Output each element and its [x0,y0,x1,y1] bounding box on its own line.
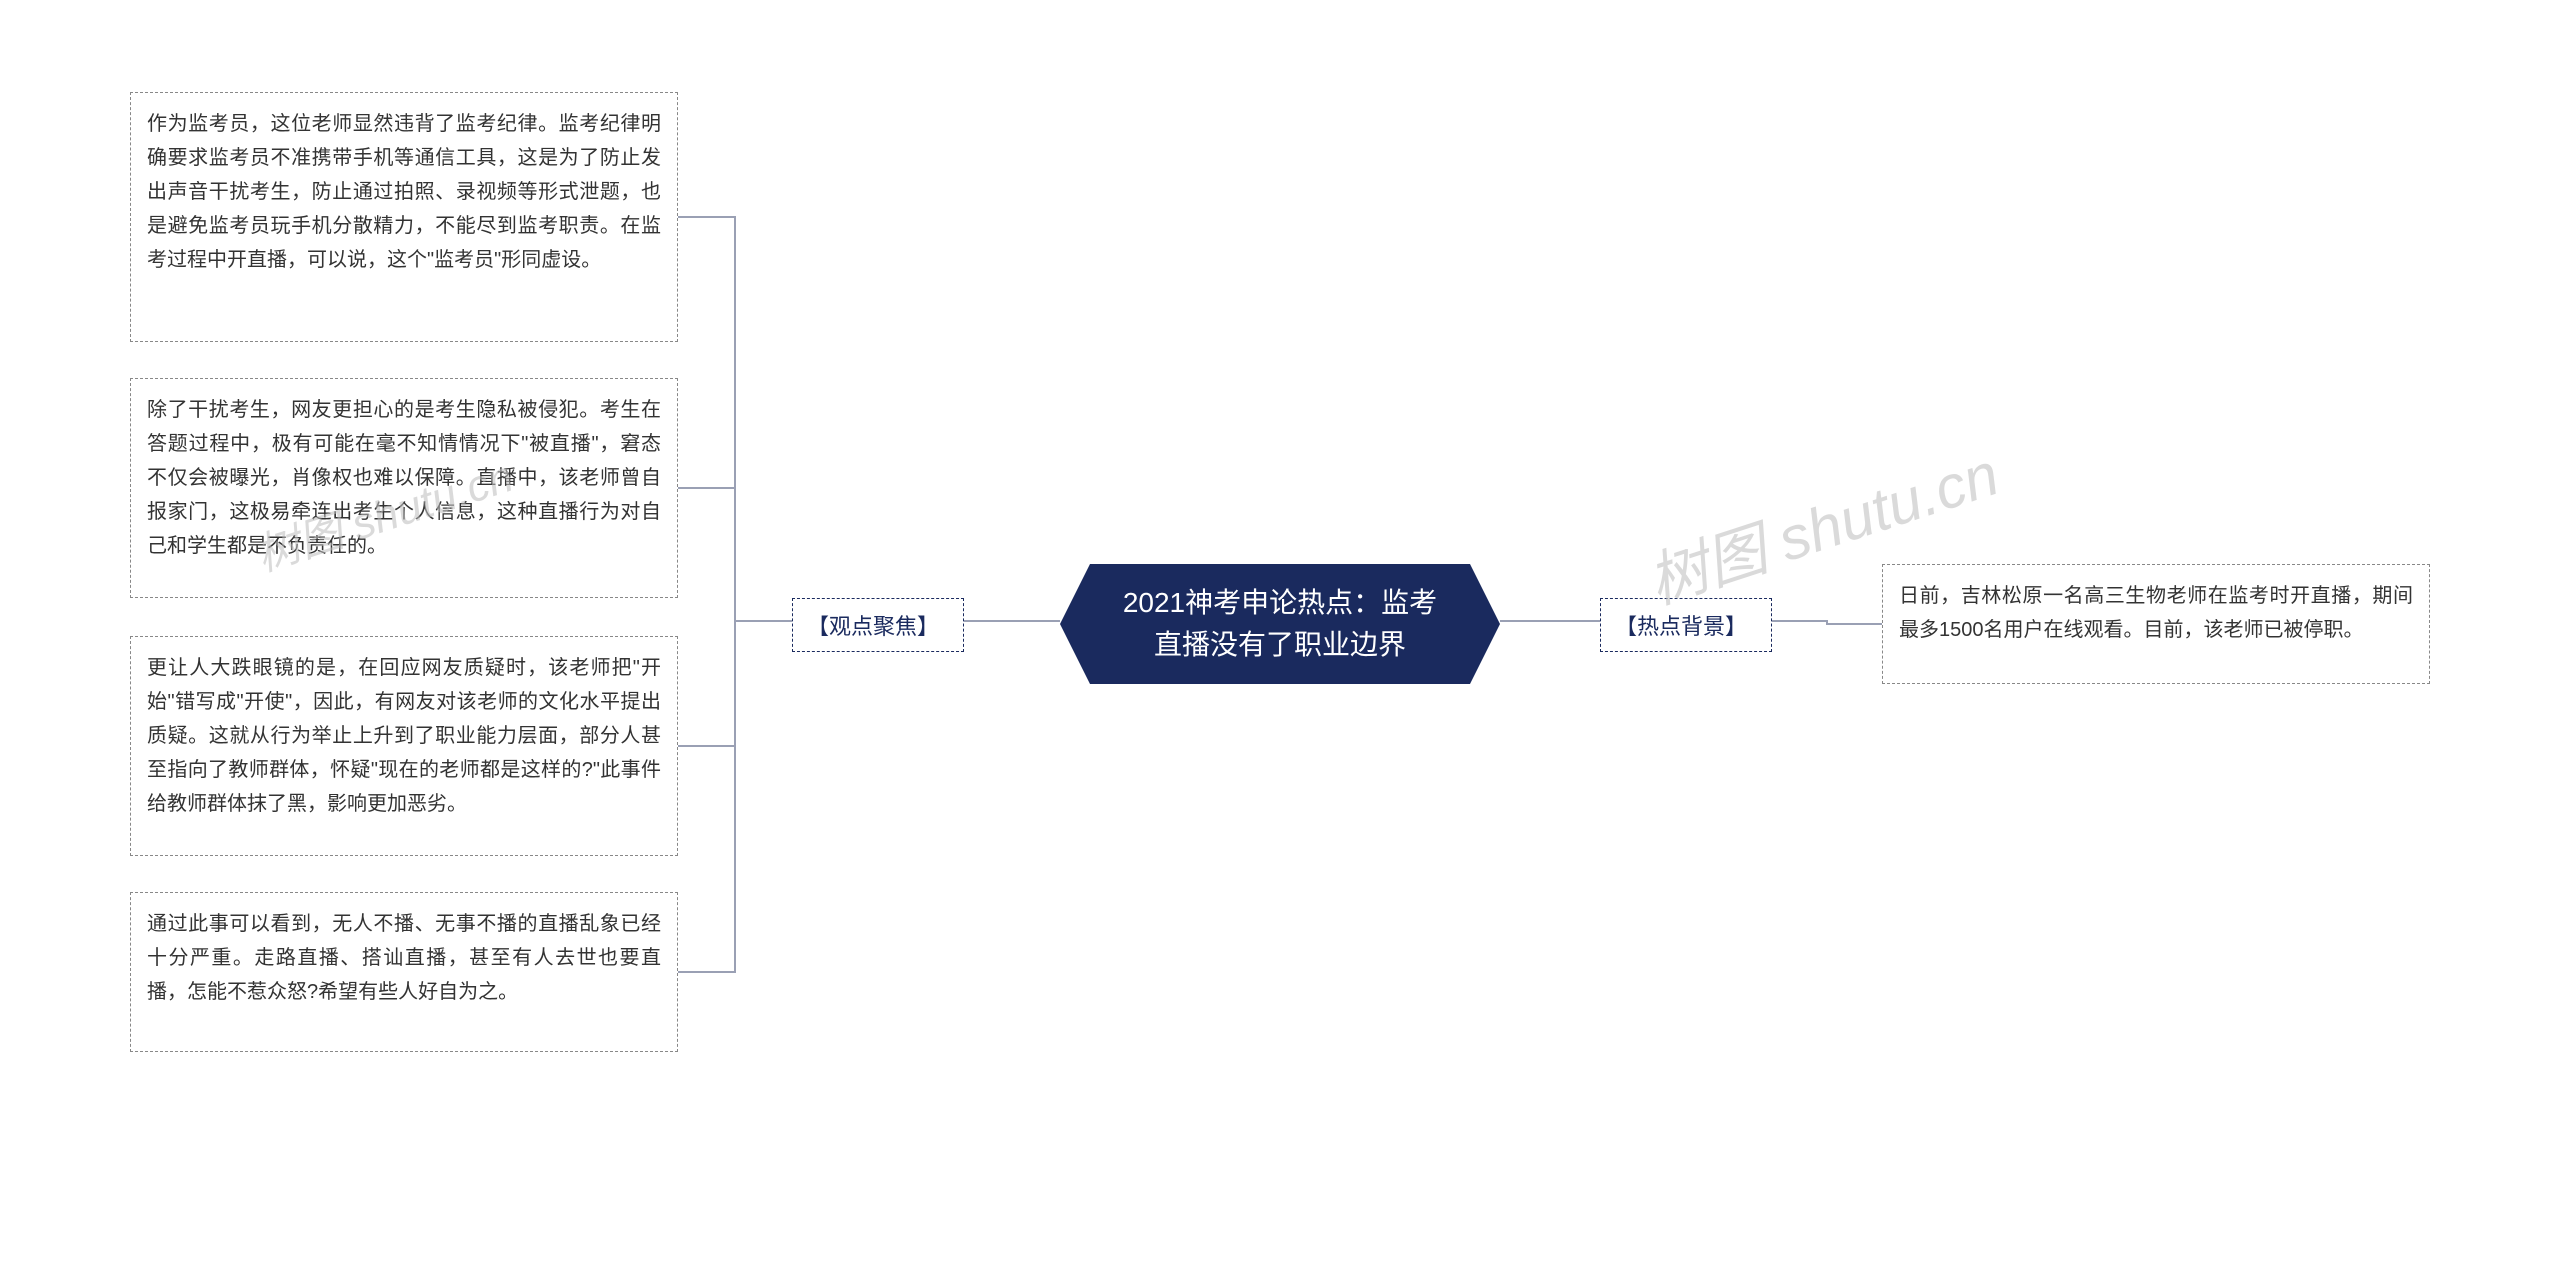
leaf-text: 通过此事可以看到，无人不播、无事不播的直播乱象已经十分严重。走路直播、搭讪直播，… [147,913,661,1003]
leaf-left-3: 通过此事可以看到，无人不播、无事不播的直播乱象已经十分严重。走路直播、搭讪直播，… [130,892,678,1052]
leaf-left-0: 作为监考员，这位老师显然违背了监考纪律。监考纪律明确要求监考员不准携带手机等通信… [130,92,678,342]
leaf-text: 作为监考员，这位老师显然违背了监考纪律。监考纪律明确要求监考员不准携带手机等通信… [147,113,661,271]
leaf-left-1: 除了干扰考生，网友更担心的是考生隐私被侵犯。考生在答题过程中，极有可能在毫不知情… [130,378,678,598]
center-node: 2021神考申论热点：监考 直播没有了职业边界 [1060,564,1500,684]
center-line2: 直播没有了职业边界 [1154,629,1406,660]
leaf-text: 除了干扰考生，网友更担心的是考生隐私被侵犯。考生在答题过程中，极有可能在毫不知情… [147,399,661,557]
leaf-text: 更让人大跌眼镜的是，在回应网友质疑时，该老师把"开始"错写成"开使"，因此，有网… [147,657,661,815]
branch-right-label: 【热点背景】 [1615,614,1747,639]
branch-right: 【热点背景】 [1600,598,1772,652]
leaf-left-2: 更让人大跌眼镜的是，在回应网友质疑时，该老师把"开始"错写成"开使"，因此，有网… [130,636,678,856]
center-line1: 2021神考申论热点：监考 [1123,587,1437,618]
leaf-right-0: 日前，吉林松原一名高三生物老师在监考时开直播，期间最多1500名用户在线观看。目… [1882,564,2430,684]
branch-left-label: 【观点聚焦】 [807,614,939,639]
branch-left: 【观点聚焦】 [792,598,964,652]
leaf-text: 日前，吉林松原一名高三生物老师在监考时开直播，期间最多1500名用户在线观看。目… [1899,585,2413,641]
